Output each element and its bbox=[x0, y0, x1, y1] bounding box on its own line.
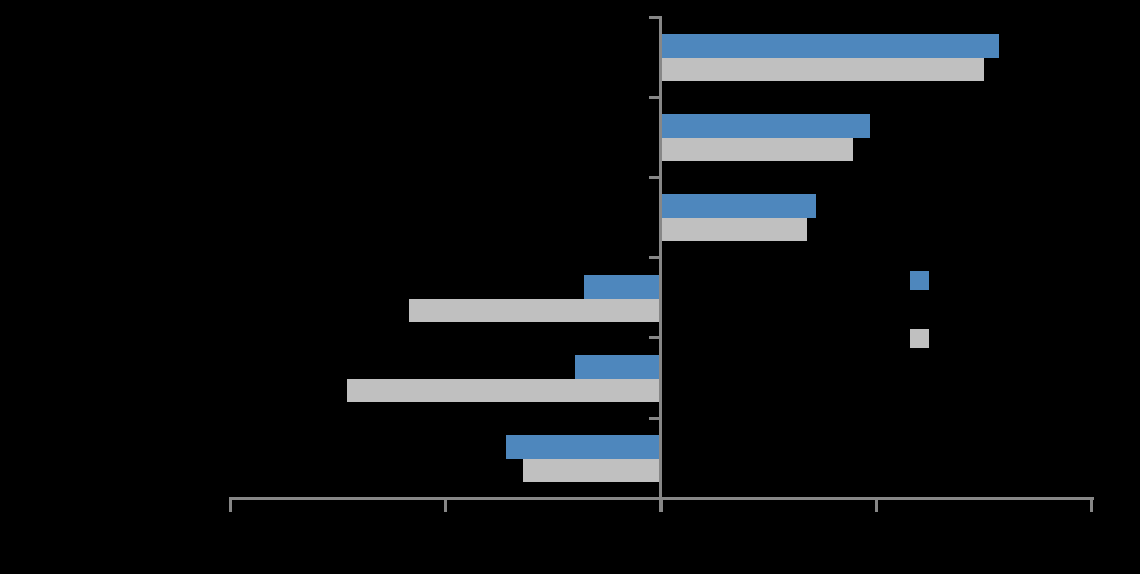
x-axis-tick-1 bbox=[229, 497, 232, 512]
bar-gray-series-3 bbox=[661, 218, 808, 242]
bar-blue-series-2 bbox=[661, 114, 870, 139]
legend-swatch-gray-series bbox=[910, 329, 929, 348]
bar-gray-series-4 bbox=[409, 298, 661, 322]
bar-gray-series-2 bbox=[661, 138, 853, 162]
x-axis-tick-5 bbox=[1090, 497, 1093, 512]
x-axis-tick-3 bbox=[659, 497, 663, 512]
bar-blue-series-5 bbox=[574, 354, 661, 379]
y-axis-tick-2 bbox=[649, 95, 662, 99]
bar-blue-series-3 bbox=[661, 194, 816, 219]
y-axis-tick-6 bbox=[649, 416, 662, 420]
bar-gray-series-1 bbox=[661, 58, 984, 81]
bar-blue-series-4 bbox=[583, 274, 661, 299]
y-axis-line bbox=[659, 15, 662, 512]
bar-blue-series-6 bbox=[506, 435, 661, 459]
y-axis-tick-1 bbox=[649, 15, 662, 19]
legend-swatch-blue-series bbox=[910, 271, 929, 290]
bar-gray-series-5 bbox=[346, 378, 661, 402]
x-axis-tick-2 bbox=[444, 497, 448, 512]
y-axis-tick-4 bbox=[649, 256, 662, 260]
y-axis-tick-5 bbox=[649, 336, 662, 340]
x-axis-tick-4 bbox=[874, 497, 878, 512]
bar-blue-series-1 bbox=[661, 34, 999, 58]
y-axis-tick-3 bbox=[649, 175, 662, 179]
bar-gray-series-6 bbox=[523, 459, 661, 482]
